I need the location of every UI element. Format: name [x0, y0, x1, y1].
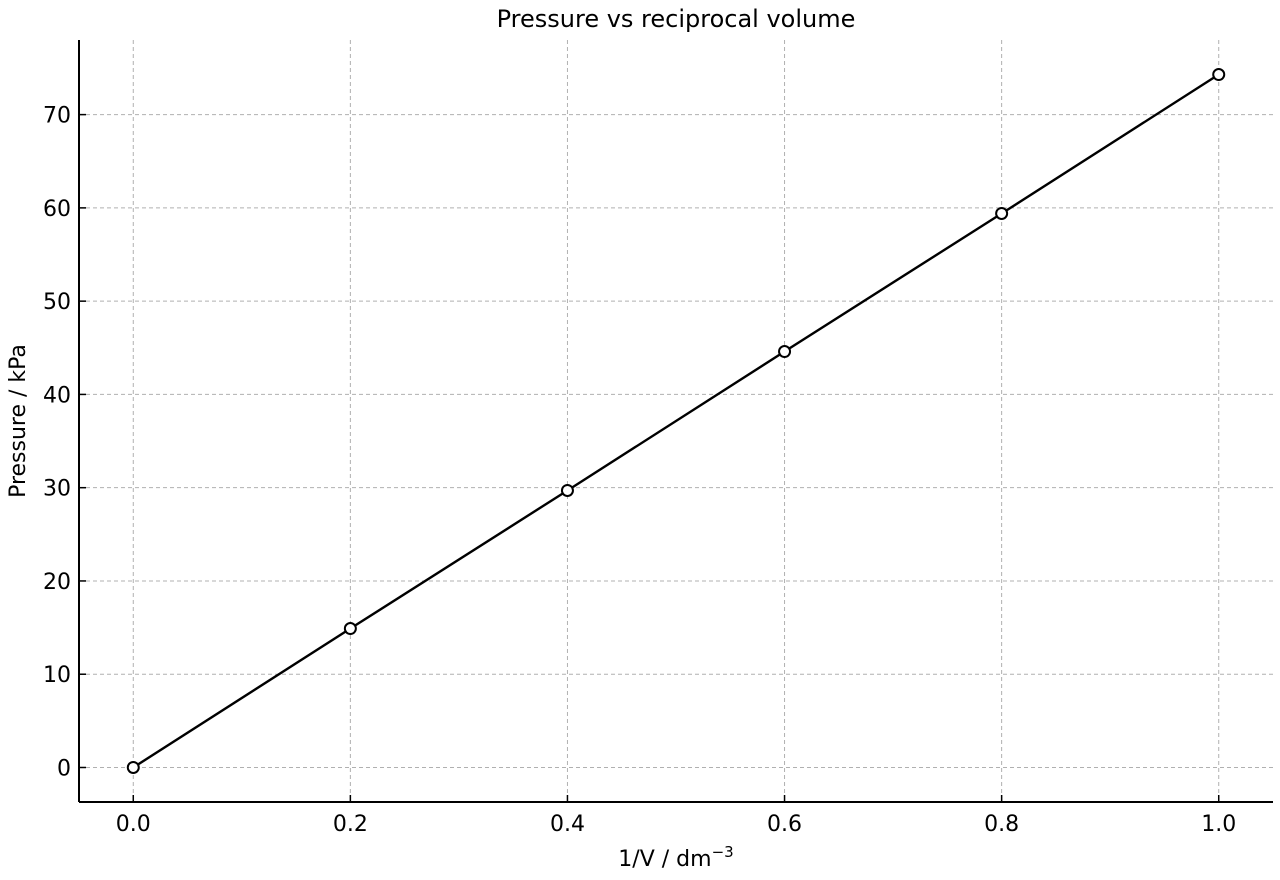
y-tick-label: 10: [43, 663, 71, 688]
y-tick-label: 60: [43, 197, 71, 222]
y-tick-label: 0: [57, 756, 71, 781]
x-tick-label: 0.8: [984, 812, 1019, 837]
y-tick-label: 50: [43, 290, 71, 315]
data-point: [560, 483, 574, 497]
x-axis-label-exponent: −3: [712, 843, 734, 861]
tick-labels: 0.0 0.2 0.4 0.6 0.8 1.0 0 10 20 30 40 50 60 70: [43, 104, 1236, 837]
y-tick-label: 40: [43, 383, 71, 408]
x-tick-label: 1.0: [1201, 812, 1236, 837]
data-point: [1212, 68, 1226, 82]
axes: [78, 40, 1273, 803]
x-axis-label-base: 1/V / dm: [618, 847, 711, 872]
x-tick-label: 0.6: [767, 812, 802, 837]
data-point: [343, 622, 357, 636]
y-tick-label: 70: [43, 104, 71, 129]
series-layer: [126, 68, 1226, 774]
x-tick-label: 0.4: [550, 812, 585, 837]
series-line: [132, 73, 1220, 769]
x-axis-label: 1/V / dm−3: [618, 843, 733, 872]
data-point: [778, 345, 792, 359]
y-axis-label: Pressure / kPa: [6, 344, 31, 498]
data-point: [995, 206, 1009, 220]
data-point: [126, 760, 140, 774]
y-tick-label: 20: [43, 570, 71, 595]
x-tick-label: 0.2: [333, 812, 368, 837]
chart-title: Pressure vs reciprocal volume: [497, 5, 856, 33]
y-tick-label: 30: [43, 477, 71, 502]
x-tick-label: 0.0: [116, 812, 151, 837]
